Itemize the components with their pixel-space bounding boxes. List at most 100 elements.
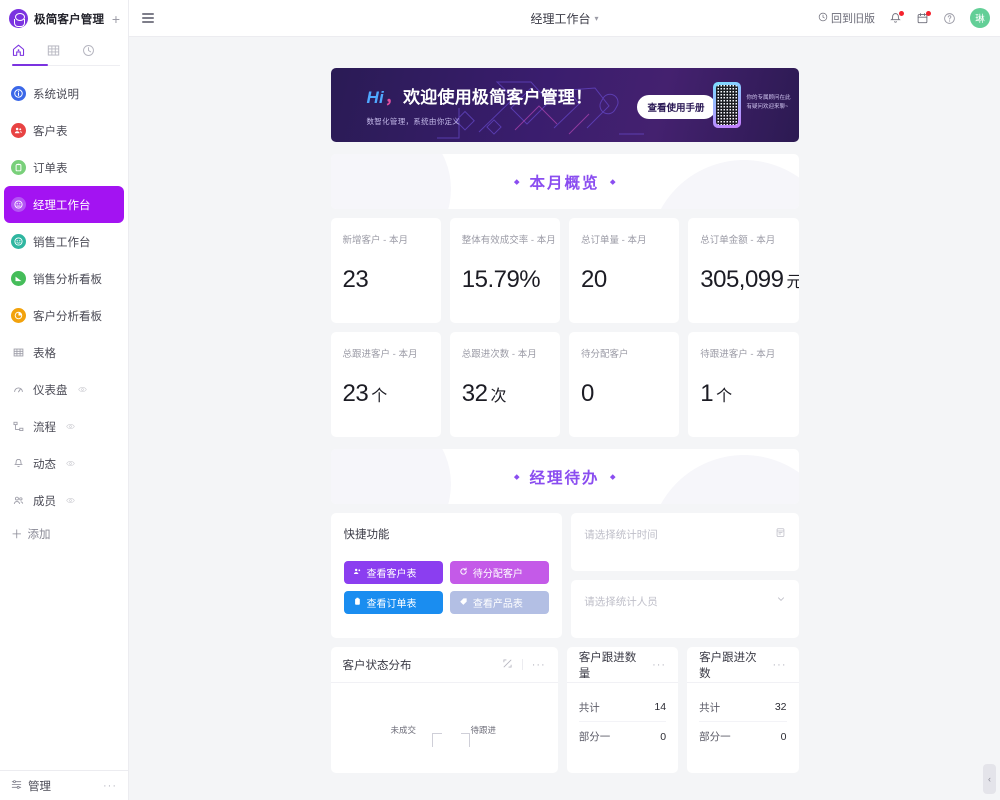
banner-headline: Hi ， 欢迎使用极简客户管理！ xyxy=(367,83,593,108)
stat-label: 总跟进客户 - 本月 xyxy=(342,349,418,360)
calendar-badge xyxy=(926,10,931,16)
sidebar-tab-clock-icon[interactable] xyxy=(82,44,95,59)
sidebar-item-manager-workbench[interactable]: 经理工作台 xyxy=(4,186,124,223)
sidebar-item-customer-table[interactable]: 客户表 xyxy=(4,112,124,149)
more-icon[interactable]: ··· xyxy=(103,779,117,792)
users-icon xyxy=(353,567,362,579)
card-actions: ··· xyxy=(773,659,787,671)
diamond-icon xyxy=(609,474,615,479)
collapse-handle-icon[interactable]: ‹ xyxy=(983,764,996,794)
view-customer-table-button[interactable]: 查看客户表 xyxy=(343,561,443,584)
view-order-table-button[interactable]: 查看订单表 xyxy=(343,591,443,614)
view-product-table-button[interactable]: 查看产品表 xyxy=(449,591,550,614)
eye-icon[interactable] xyxy=(66,422,75,431)
calendar-icon[interactable] xyxy=(775,527,786,538)
help-icon[interactable] xyxy=(943,12,956,25)
stat-card[interactable]: 总跟进次数 - 本月 32 次 xyxy=(449,332,560,437)
sidebar-item-sales-analysis[interactable]: 销售分析看板 xyxy=(4,260,124,297)
sidebar-header: 极简客户管理 + xyxy=(0,0,128,37)
stat-person-select[interactable]: 请选择统计人员 xyxy=(571,580,799,638)
bell-icon xyxy=(11,456,26,471)
stat-unit: 元 xyxy=(786,274,799,291)
more-icon[interactable]: ··· xyxy=(772,658,787,671)
stat-value: 20 xyxy=(581,266,667,294)
sidebar-item-label: 系统说明 xyxy=(33,88,79,101)
stat-unit: 次 xyxy=(490,388,506,405)
sidebar-tab-home-icon[interactable] xyxy=(12,44,25,59)
banner-hi: Hi xyxy=(366,88,384,107)
expand-icon[interactable] xyxy=(502,656,513,674)
sidebar-item-label: 客户表 xyxy=(33,125,68,138)
sidebar-item-system-info[interactable]: 系统说明 xyxy=(4,75,124,112)
sidebar-item-label: 流程 xyxy=(33,421,56,434)
list-item: 部分一 0 xyxy=(699,722,786,751)
eye-icon[interactable] xyxy=(66,459,75,468)
content-scroll-area[interactable]: Hi ， 欢迎使用极简客户管理！ 数智化管理，系统由你定义 查看使用手册 你的专… xyxy=(129,37,1000,800)
sidebar-item-label: 成员 xyxy=(33,495,56,508)
stat-time-picker[interactable]: 请选择统计时间 xyxy=(571,513,799,571)
plus-icon: ＋ xyxy=(11,529,23,541)
diamond-icon xyxy=(514,179,520,184)
quick-button-label: 查看产品表 xyxy=(472,599,523,610)
banner-comma: ， xyxy=(384,88,403,107)
sidebar-item-dashboard[interactable]: 仪表盘 xyxy=(4,371,124,408)
section-title-text: 本月概览 xyxy=(529,174,600,192)
stat-card[interactable]: 总订单金额 - 本月 305,099 元 xyxy=(688,218,799,323)
more-icon[interactable]: ··· xyxy=(531,658,546,671)
sidebar-item-label: 仪表盘 xyxy=(33,384,68,397)
card-body: 共计 32 部分一 0 xyxy=(687,683,798,751)
welcome-banner: Hi ， 欢迎使用极简客户管理！ 数智化管理，系统由你定义 查看使用手册 你的专… xyxy=(330,68,799,142)
page-title[interactable]: 经理工作台 ▾ xyxy=(530,10,598,27)
sidebar-tab-grid-icon[interactable] xyxy=(47,44,60,59)
sidebar-item-order-table[interactable]: 订单表 xyxy=(4,149,124,186)
sidebar-item-label: 销售分析看板 xyxy=(33,273,102,286)
section-title-text: 经理待办 xyxy=(529,469,600,487)
sidebar-item-members[interactable]: 成员 xyxy=(4,482,124,519)
sidebar-item-label: 动态 xyxy=(33,458,56,471)
pie-label-right: 待跟进 xyxy=(470,725,497,735)
list-item-value: 0 xyxy=(780,730,787,743)
list-item: 共计 14 xyxy=(578,693,667,722)
stat-card[interactable]: 总跟进客户 - 本月 23 个 xyxy=(330,332,441,437)
hamburger-icon[interactable] xyxy=(142,13,154,23)
pie-leader-left xyxy=(431,733,442,747)
sidebar-item-sales-workbench[interactable]: 销售工作台 xyxy=(4,223,124,260)
sidebar-tabs xyxy=(0,37,128,66)
stat-number: 1 xyxy=(700,380,714,407)
calendar-icon[interactable] xyxy=(916,10,931,25)
sidebar-footer-manage[interactable]: 管理 ··· xyxy=(0,770,128,800)
sidebar-item-tables[interactable]: 表格 xyxy=(4,334,124,371)
sidebar: 极简客户管理 + 系统说明 xyxy=(0,0,129,800)
eye-icon[interactable] xyxy=(66,496,75,505)
stat-grid-row-1: 新增客户 - 本月 23 整体有效成交率 - 本月 15.79% 总订单量 - … xyxy=(330,218,799,323)
list-item-label: 部分一 xyxy=(578,731,611,743)
more-icon[interactable]: ··· xyxy=(652,658,667,671)
sidebar-add-button[interactable]: ＋ 添加 xyxy=(0,519,128,549)
view-manual-button[interactable]: 查看使用手册 xyxy=(636,95,716,119)
quick-button-label: 待分配客户 xyxy=(472,569,523,580)
sidebar-item-flow[interactable]: 流程 xyxy=(4,408,124,445)
sidebar-item-activity[interactable]: 动态 xyxy=(4,445,124,482)
stat-card[interactable]: 待分配客户 0 xyxy=(569,332,680,437)
sidebar-item-label: 经理工作台 xyxy=(33,199,91,212)
back-to-old-version-button[interactable]: 回到旧版 xyxy=(818,10,875,26)
notifications-bell-icon[interactable] xyxy=(889,10,904,25)
stat-card[interactable]: 整体有效成交率 - 本月 15.79% xyxy=(449,218,560,323)
card-header: 客户跟进次数 ··· xyxy=(687,647,799,683)
stat-card[interactable]: 总订单量 - 本月 20 xyxy=(569,218,680,323)
eye-icon[interactable] xyxy=(77,385,87,394)
chevron-down-icon[interactable] xyxy=(776,594,786,604)
pending-assign-customers-button[interactable]: 待分配客户 xyxy=(449,561,550,584)
stat-card[interactable]: 新增客户 - 本月 23 xyxy=(330,218,441,323)
stat-label: 总订单量 - 本月 xyxy=(581,235,647,246)
sidebar-add-icon[interactable]: + xyxy=(111,10,120,27)
banner-subtitle: 数智化管理，系统由你定义 xyxy=(366,117,461,126)
stat-label: 待分配客户 xyxy=(581,349,629,360)
avatar[interactable]: 琳 xyxy=(970,8,990,28)
sidebar-footer-label: 管理 xyxy=(28,780,51,793)
sidebar-item-customer-analysis[interactable]: 客户分析看板 xyxy=(4,297,124,334)
stat-unit: 个 xyxy=(716,388,732,405)
main-area: 经理工作台 ▾ 回到旧版 xyxy=(129,0,1000,800)
